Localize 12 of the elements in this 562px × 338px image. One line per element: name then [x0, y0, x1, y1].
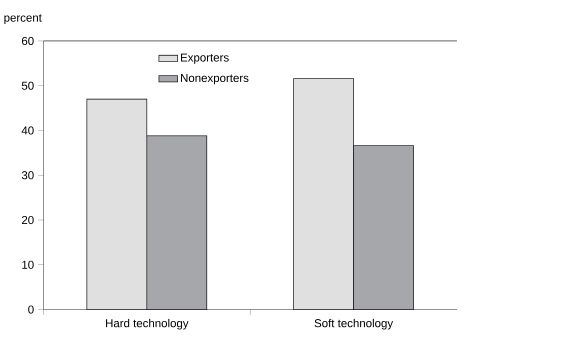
y-tick-label: 40 [22, 126, 34, 134]
y-tick-label: 0 [28, 305, 34, 314]
y-tick-label: 10 [22, 260, 34, 269]
legend-label: Nonexporters [181, 74, 248, 84]
y-tick-label: 20 [22, 216, 34, 224]
x-tick-label: Hard technology [106, 318, 189, 330]
y-axis-title: percent [4, 14, 42, 24]
legend-label: Exporters [181, 54, 229, 64]
x-tick-label: Soft technology [314, 318, 394, 330]
y-tick-label: 30 [22, 171, 34, 180]
y-tick-label: 60 [22, 36, 34, 45]
y-tick-label: 50 [22, 82, 34, 90]
